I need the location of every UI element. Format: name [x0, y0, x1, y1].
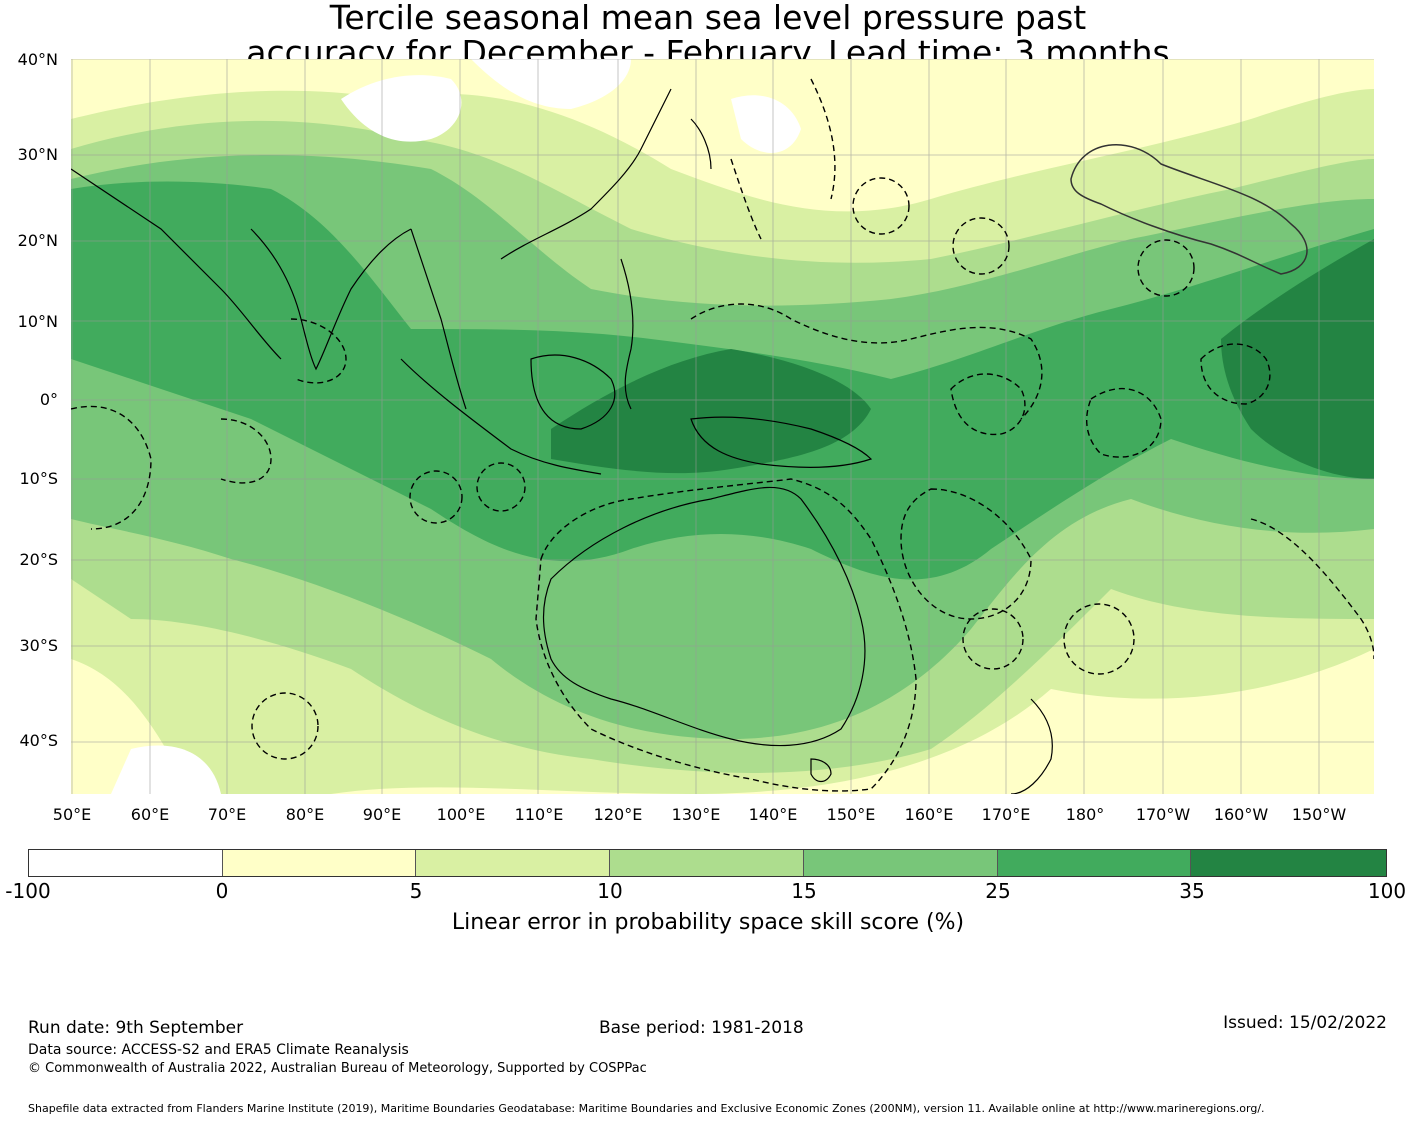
colorbar-tick-5: 5	[409, 879, 423, 903]
colorbar-tick-15: 15	[791, 879, 817, 903]
coastline-india	[250, 228, 412, 371]
skill-negative-patch-asia	[471, 59, 631, 109]
eez-boundary-chagos	[220, 418, 272, 484]
skill-negative-patch-japan	[731, 95, 801, 153]
colorbar-segment-0-5	[222, 850, 417, 876]
lat-label-0: 0°	[39, 390, 58, 409]
skill-band-35-100-pacific	[1221, 239, 1374, 479]
colorbar-tick-10: 10	[597, 879, 623, 903]
lon-label-150w: 150°W	[1291, 805, 1347, 824]
maritime-boundaries	[71, 78, 1374, 792]
lon-label-80e: 80°E	[285, 805, 325, 824]
eez-boundary-christmas-island	[409, 470, 463, 524]
colorbar-segment-15-25	[803, 850, 998, 876]
eez-boundary-australia	[535, 478, 917, 792]
lon-label-180: 180°	[1065, 805, 1105, 824]
lon-label-170w: 170°W	[1135, 805, 1191, 824]
lon-label-70e: 70°E	[207, 805, 247, 824]
colorbar-segment-neg100-0	[29, 850, 223, 876]
lat-label-10n: 10°N	[17, 312, 58, 331]
lon-label-170e: 170°E	[981, 805, 1031, 824]
eez-boundary-vanuatu-fiji	[900, 488, 1032, 620]
lat-label-40n: 40°N	[17, 50, 58, 69]
coastline-burma-malaya	[410, 228, 467, 410]
eez-boundary-marcus	[852, 177, 910, 235]
colorbar-tick-0: 0	[215, 879, 229, 903]
coastline-japan	[690, 118, 712, 170]
eez-boundary-hawaii	[1070, 143, 1308, 275]
eez-boundary-micronesia	[690, 303, 1043, 420]
lon-label-150e: 150°E	[826, 805, 876, 824]
coastline-china	[500, 88, 672, 260]
eez-boundary-line-islands	[1200, 343, 1271, 405]
issued-date: Issued: 15/02/2022	[1223, 1013, 1387, 1033]
colorbar-tick-neg100: -100	[5, 879, 51, 903]
lat-label-10s: 10°S	[19, 469, 58, 488]
base-period: Base period: 1981-2018	[599, 1018, 804, 1038]
lon-label-60e: 60°E	[130, 805, 170, 824]
lon-label-120e: 120°E	[593, 805, 643, 824]
skill-negative-patch-south	[111, 745, 221, 794]
eez-boundary-kerguelen	[251, 692, 319, 760]
eez-boundary-kermadec	[1063, 603, 1135, 675]
colorbar-segment-25-35	[997, 850, 1192, 876]
coastline-borneo	[530, 354, 616, 430]
colorbar-segment-5-10	[416, 850, 611, 876]
lon-label-100e: 100°E	[436, 805, 486, 824]
lon-label-130e: 130°E	[671, 805, 721, 824]
lon-label-110e: 110°E	[514, 805, 564, 824]
skill-map	[71, 59, 1374, 794]
eez-boundary-french-polynesia	[1250, 518, 1374, 660]
skill-map-canvas	[71, 59, 1374, 794]
skill-band-35-100-maritime	[551, 349, 871, 474]
coastline-philippines	[620, 258, 634, 410]
colorbar	[28, 849, 1387, 877]
eez-boundary-johnston	[1137, 239, 1195, 297]
eez-boundary-madagascar	[71, 405, 152, 530]
lat-label-30s: 30°S	[19, 636, 58, 655]
lon-label-140e: 140°E	[748, 805, 798, 824]
eez-boundary-japan-east	[810, 78, 836, 200]
data-source: Data source: ACCESS-S2 and ERA5 Climate …	[28, 1042, 409, 1058]
lat-label-20n: 20°N	[17, 231, 58, 250]
shapefile-credit: Shapefile data extracted from Flanders M…	[28, 1102, 1265, 1115]
skill-negative-patch-tibet	[341, 75, 462, 142]
colorbar-tick-25: 25	[985, 879, 1011, 903]
lon-label-160w: 160°W	[1213, 805, 1269, 824]
eez-boundary-norfolk	[962, 608, 1024, 670]
lon-label-90e: 90°E	[362, 805, 402, 824]
colorbar-label: Linear error in probability space skill …	[451, 910, 965, 935]
lat-label-20s: 20°S	[19, 550, 58, 569]
colorbar-segment-35-100	[1191, 850, 1387, 876]
coastline-new-guinea	[690, 416, 873, 468]
eez-boundary-kiribati	[1085, 388, 1162, 458]
colorbar-tick-35: 35	[1179, 879, 1205, 903]
copyright: © Commonwealth of Australia 2022, Austra…	[28, 1061, 647, 1076]
map-title: Tercile seasonal mean sea level pressure…	[0, 0, 1416, 70]
coastline-tasmania	[810, 758, 832, 783]
coastlines	[71, 88, 1053, 794]
lon-label-160e: 160°E	[904, 805, 954, 824]
colorbar-tick-100: 100	[1367, 879, 1407, 903]
map-title-line-1: Tercile seasonal mean sea level pressure…	[329, 0, 1087, 37]
run-date: Run date: 9th September	[28, 1018, 244, 1038]
eez-boundary-cocos	[476, 462, 526, 512]
coastline-australia	[542, 486, 866, 747]
eez-boundary-maldives	[290, 318, 347, 384]
lat-label-30n: 30°N	[17, 145, 58, 164]
eez-boundary-nauru	[950, 373, 1026, 436]
lon-label-50e: 50°E	[52, 805, 92, 824]
coastline-new-zealand	[1010, 698, 1053, 794]
eez-boundary-wake	[952, 217, 1010, 275]
coastline-sumatra-java	[400, 358, 602, 475]
coastline-arabia	[71, 168, 282, 360]
colorbar-segment-10-15	[610, 850, 804, 876]
lat-label-40s: 40°S	[19, 731, 58, 750]
